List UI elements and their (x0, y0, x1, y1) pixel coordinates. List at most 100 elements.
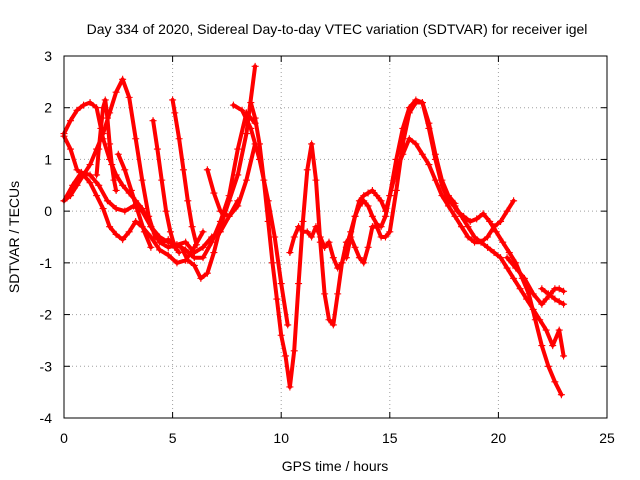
y-tick-label: 0 (44, 203, 52, 219)
data-point (173, 259, 181, 267)
data-point (505, 249, 513, 257)
data-point (538, 285, 546, 293)
data-point (431, 176, 439, 184)
data-point (158, 176, 166, 184)
data-point (127, 186, 135, 194)
data-point (112, 186, 120, 194)
x-tick-label: 5 (169, 430, 177, 446)
data-point (308, 233, 316, 241)
data-point (355, 197, 363, 205)
data-point (425, 124, 433, 132)
data-point (255, 140, 263, 148)
data-point (175, 249, 183, 257)
data-point (93, 192, 101, 200)
series-line-sat-e (94, 98, 119, 193)
data-point (373, 220, 381, 228)
data-point (147, 223, 155, 231)
data-point (103, 114, 111, 122)
data-point (360, 259, 368, 267)
data-point (342, 254, 350, 262)
data-point (560, 287, 568, 295)
data-point (351, 212, 359, 220)
data-point (418, 99, 426, 107)
data-point (284, 321, 292, 329)
data-point (190, 261, 198, 269)
data-point (360, 192, 368, 200)
data-point (251, 62, 259, 70)
data-point (229, 101, 237, 109)
data-point (203, 269, 211, 277)
data-point (86, 161, 94, 169)
y-tick-label: -3 (40, 358, 53, 374)
data-point (86, 99, 94, 107)
data-point (182, 238, 190, 246)
y-tick-label: 3 (44, 48, 52, 64)
y-tick-label: 1 (44, 151, 52, 167)
data-point (471, 233, 479, 241)
data-point (234, 171, 242, 179)
data-point (503, 264, 511, 272)
data-point (355, 254, 363, 262)
x-tick-label: 25 (599, 430, 615, 446)
data-point (473, 215, 481, 223)
data-point (334, 264, 342, 272)
data-point (447, 197, 455, 205)
data-point (325, 238, 333, 246)
data-point (368, 186, 376, 194)
data-point (80, 101, 88, 109)
data-point (114, 150, 122, 158)
data-point (112, 205, 120, 213)
data-point (106, 140, 114, 148)
y-tick-label: -2 (40, 307, 53, 323)
data-point (516, 285, 524, 293)
data-point (99, 104, 107, 112)
data-point (112, 230, 120, 238)
data-point (431, 155, 439, 163)
data-point (125, 93, 133, 101)
x-tick-label: 0 (60, 430, 68, 446)
data-point (460, 212, 468, 220)
data-point (156, 233, 164, 241)
data-point (149, 117, 157, 125)
data-point (99, 205, 107, 213)
series-line-sat-l (287, 136, 516, 270)
data-point (538, 300, 546, 308)
data-point (520, 274, 528, 282)
data-point (140, 228, 148, 236)
data-point (497, 254, 505, 262)
data-point (551, 295, 559, 303)
data-point (295, 223, 303, 231)
data-point (418, 150, 426, 158)
data-point (286, 383, 294, 391)
data-point (103, 197, 111, 205)
data-point (510, 197, 518, 205)
data-point (147, 243, 155, 251)
data-point (97, 124, 105, 132)
data-point (210, 249, 218, 257)
data-point (377, 223, 385, 231)
data-point (277, 280, 285, 288)
data-point (242, 130, 250, 138)
data-point (199, 254, 207, 262)
data-point (303, 228, 311, 236)
data-point (216, 228, 224, 236)
data-point (560, 300, 568, 308)
data-point (325, 316, 333, 324)
data-point (316, 233, 324, 241)
data-point (373, 192, 381, 200)
data-point (364, 189, 372, 197)
data-point (242, 176, 250, 184)
data-point (80, 171, 88, 179)
data-point (121, 166, 129, 174)
data-point (119, 236, 127, 244)
data-point (169, 96, 177, 104)
data-point (457, 223, 465, 231)
data-point (542, 295, 550, 303)
data-point (69, 181, 77, 189)
data-point (555, 298, 563, 306)
y-tick-label: -4 (40, 410, 53, 426)
data-point (184, 197, 192, 205)
data-point (86, 171, 94, 179)
data-point (549, 342, 557, 350)
data-point (134, 207, 142, 215)
